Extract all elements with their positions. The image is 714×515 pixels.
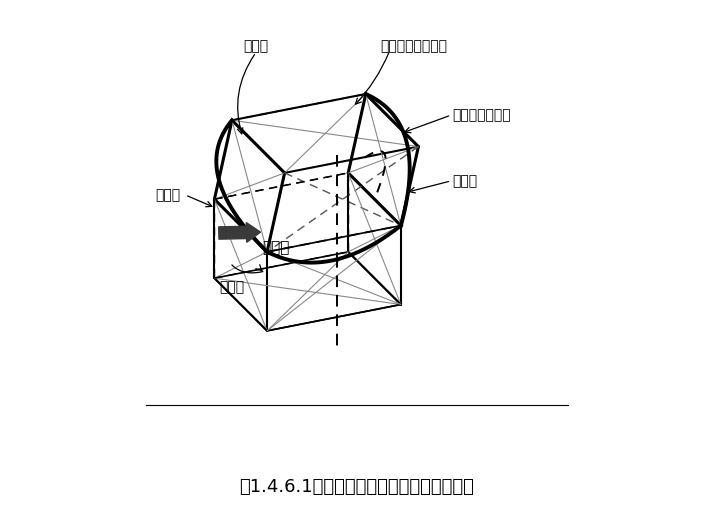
FancyArrow shape — [218, 222, 261, 242]
Text: 耐力壁: 耐力壁 — [243, 40, 268, 54]
Text: 図1.4.6.1　床面剛性の低い建物の地震被害: 図1.4.6.1 床面剛性の低い建物の地震被害 — [240, 478, 474, 495]
Text: この部分が損傷: この部分が損傷 — [453, 108, 511, 122]
Text: 変形小: 変形小 — [155, 188, 181, 202]
Text: 耐力壁: 耐力壁 — [453, 174, 478, 188]
Text: 地震力: 地震力 — [263, 240, 290, 255]
Text: 面内せん断剛性小: 面内せん断剛性小 — [381, 40, 448, 54]
Text: 変形大: 変形大 — [218, 280, 244, 294]
